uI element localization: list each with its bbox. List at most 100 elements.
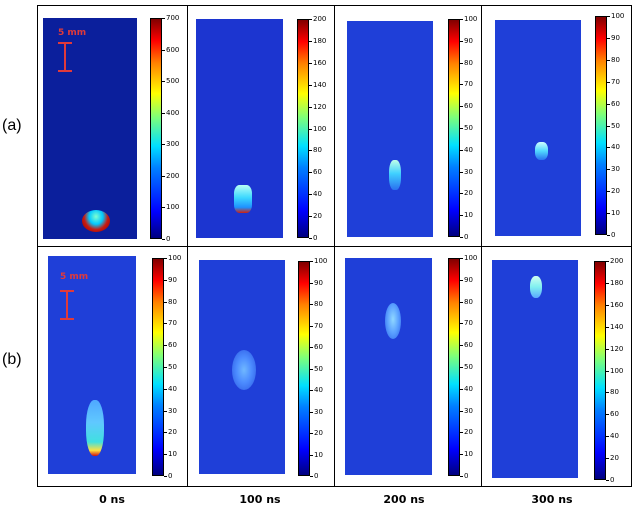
grid-line-col2 — [187, 5, 188, 487]
colorbar-ticks: 200 180 160 140 120 100 80 60 40 20 0 — [605, 257, 630, 484]
colorbar-tick: 60 — [460, 102, 473, 111]
colorbar-tick: 80 — [309, 146, 322, 155]
colorbar-ticks: 100 90 80 70 60 50 40 30 20 10 0 — [163, 254, 188, 480]
colorbar-tick: 20 — [309, 212, 322, 221]
colorbar-tick: 20 — [606, 454, 619, 463]
colorbar — [594, 261, 606, 480]
colorbar-tick: 50 — [164, 363, 177, 371]
colorbar-ticks: 700 600 500 400 300 200 100 0 — [161, 14, 186, 243]
column-label-100ns: 100 ns — [239, 493, 281, 506]
colorbar-tick: 0 — [605, 476, 615, 484]
colorbar-ticks: 100 90 80 70 60 50 40 30 20 10 0 — [309, 257, 334, 480]
colorbar-tick: 100 — [161, 203, 180, 212]
colorbar-tick: 90 — [460, 275, 473, 284]
colorbar-tick: 40 — [164, 384, 177, 393]
colorbar-tick: 90 — [310, 278, 323, 287]
scale-bar — [58, 42, 72, 72]
plasma-blob — [82, 210, 110, 232]
grid-line-left — [37, 5, 38, 487]
colorbar-tick: 100 — [606, 12, 625, 20]
colorbar-tick: 120 — [605, 344, 624, 353]
plasma-blob — [385, 303, 401, 339]
field-image-b-200ns — [345, 258, 432, 475]
colorbar-tick: 90 — [164, 275, 177, 284]
colorbar — [152, 258, 164, 476]
colorbar-tick: 40 — [607, 143, 620, 152]
colorbar-tick: 70 — [460, 319, 473, 328]
colorbar-tick: 50 — [460, 363, 473, 371]
column-label-300ns: 300 ns — [531, 493, 573, 506]
colorbar-tick: 30 — [607, 165, 620, 174]
plasma-blob — [530, 276, 542, 298]
colorbar-tick: 180 — [605, 278, 624, 287]
colorbar-tick: 70 — [607, 77, 620, 86]
colorbar-tick: 0 — [308, 234, 318, 242]
colorbar-tick: 60 — [606, 410, 619, 419]
colorbar-tick: 20 — [164, 428, 177, 437]
colorbar-ticks: 100 90 80 70 60 50 40 30 20 10 0 — [459, 15, 484, 241]
colorbar — [595, 16, 607, 235]
colorbar-tick: 40 — [309, 190, 322, 199]
colorbar-tick: 120 — [308, 102, 327, 111]
colorbar-tick: 20 — [460, 428, 473, 437]
colorbar-ticks: 100 90 80 70 60 50 40 30 20 10 0 — [606, 12, 631, 239]
colorbar-tick: 600 — [161, 45, 180, 54]
grid-line-col3 — [334, 5, 335, 487]
colorbar-tick: 100 — [163, 254, 182, 262]
colorbar-tick: 200 — [161, 171, 180, 180]
colorbar — [448, 258, 460, 476]
scale-bar-label: 5 mm — [58, 28, 87, 38]
colorbar-tick: 300 — [161, 140, 180, 149]
colorbar — [298, 261, 310, 476]
colorbar-tick: 0 — [606, 231, 616, 239]
colorbar-tick: 90 — [460, 36, 473, 45]
colorbar-tick: 0 — [163, 472, 173, 480]
grid-line-col4 — [481, 5, 482, 487]
colorbar-tick: 60 — [164, 341, 177, 350]
colorbar-tick: 20 — [460, 189, 473, 198]
colorbar-tick: 200 — [605, 257, 624, 265]
colorbar-tick: 0 — [459, 472, 469, 480]
colorbar-tick: 30 — [310, 407, 323, 416]
colorbar-tick: 30 — [460, 406, 473, 415]
colorbar-tick: 140 — [308, 80, 327, 89]
plasma-blob — [389, 160, 401, 190]
colorbar-tick: 60 — [310, 343, 323, 351]
colorbar-tick: 60 — [607, 99, 620, 108]
column-label-0ns: 0 ns — [99, 493, 125, 506]
colorbar-tick: 180 — [308, 36, 327, 45]
colorbar-tick: 60 — [309, 168, 322, 177]
colorbar-tick: 40 — [310, 386, 323, 394]
plasma-blob — [535, 142, 548, 160]
colorbar-tick: 0 — [309, 472, 319, 480]
colorbar-tick: 0 — [459, 233, 469, 241]
colorbar-tick: 100 — [605, 366, 624, 375]
colorbar-tick: 10 — [460, 211, 473, 220]
colorbar-tick: 40 — [460, 145, 473, 154]
colorbar-tick: 90 — [607, 33, 620, 42]
colorbar-tick: 80 — [460, 297, 473, 306]
colorbar-tick: 80 — [164, 297, 177, 306]
colorbar-tick: 50 — [607, 121, 620, 130]
colorbar-tick: 30 — [164, 406, 177, 415]
colorbar-tick: 10 — [607, 209, 620, 218]
colorbar-tick: 700 — [161, 14, 180, 22]
colorbar-tick: 100 — [459, 254, 478, 262]
plasma-blob — [232, 350, 256, 390]
colorbar — [297, 19, 309, 238]
colorbar-tick: 80 — [460, 58, 473, 67]
colorbar-tick: 40 — [460, 384, 473, 393]
colorbar-tick: 20 — [310, 429, 323, 437]
colorbar-tick: 100 — [309, 257, 328, 265]
colorbar-tick: 160 — [308, 58, 327, 67]
colorbar-tick: 80 — [310, 300, 323, 308]
colorbar-tick: 400 — [161, 108, 180, 117]
colorbar-tick: 10 — [460, 450, 473, 459]
colorbar-tick: 10 — [164, 450, 177, 459]
colorbar-tick: 200 — [308, 15, 327, 23]
colorbar-tick: 160 — [605, 300, 624, 309]
colorbar — [150, 18, 162, 239]
colorbar-tick: 70 — [310, 321, 323, 330]
colorbar — [448, 19, 460, 237]
colorbar-tick: 80 — [606, 388, 619, 397]
